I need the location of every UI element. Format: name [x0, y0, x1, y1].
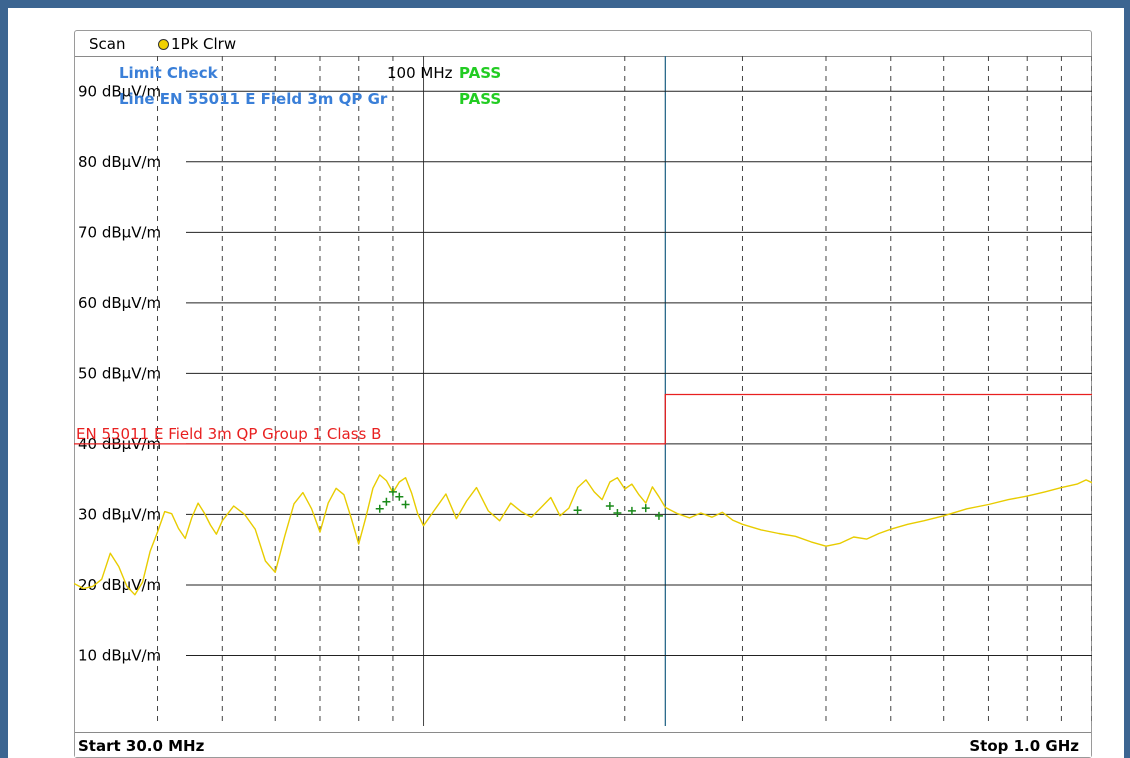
y-tick-label: 30 dBµV/m	[78, 505, 161, 523]
trace-color-icon	[158, 39, 169, 50]
y-tick-label: 70 dBµV/m	[78, 223, 161, 241]
y-tick-label: 80 dBµV/m	[78, 153, 161, 171]
scan-label: Scan	[89, 35, 126, 53]
marker-layer	[375, 487, 663, 520]
peak-marker	[613, 509, 622, 518]
limit-line-label: EN 55011 E Field 3m QP Group 1 Class B	[76, 425, 381, 443]
y-tick-label: 10 dBµV/m	[78, 646, 161, 664]
trace-layer	[74, 474, 1092, 596]
limit-check-box: Limit Check 100 MHz PASS Line EN 55011 E…	[119, 64, 501, 108]
peak-marker	[641, 504, 650, 513]
y-tick-labels: 90 dBµV/m 80 dBµV/m 70 dBµV/m 60 dBµV/m 50 d…	[78, 82, 161, 664]
limit-check-frequency: 100 MHz	[387, 64, 453, 82]
peak-marker	[375, 504, 384, 513]
limit-line-name: Line EN 55011 E Field 3m QP Gr	[119, 90, 388, 108]
y-tick-label: 20 dBµV/m	[78, 576, 161, 594]
trace-header: Scan 1Pk Clrw	[75, 31, 1091, 57]
trace-line	[74, 474, 1092, 596]
limit-line	[74, 393, 1092, 445]
peak-marker	[627, 506, 636, 515]
peak-marker	[382, 497, 391, 506]
y-tick-label: 50 dBµV/m	[78, 364, 161, 382]
stop-frequency-label: Stop 1.0 GHz	[969, 737, 1079, 755]
peak-marker	[654, 511, 663, 520]
peak-marker	[573, 506, 582, 515]
window-frame: Scan 1Pk Clrw Start 30.0 MHz Stop 1.0 GH…	[8, 8, 1124, 758]
limit-line-result: PASS	[459, 90, 501, 108]
trace-mode-label: 1Pk Clrw	[171, 35, 237, 53]
peak-marker	[388, 487, 397, 496]
peak-marker	[395, 492, 404, 501]
start-frequency-label: Start 30.0 MHz	[78, 737, 205, 755]
limit-check-title: Limit Check	[119, 64, 219, 82]
grid	[157, 56, 1092, 726]
limit-line-layer: EN 55011 E Field 3m QP Group 1 Class B	[74, 393, 1092, 445]
spectrum-plot: 90 dBµV/m 80 dBµV/m 70 dBµV/m 60 dBµV/m 50 d…	[74, 56, 1092, 726]
peak-marker	[605, 501, 614, 510]
frequency-footer: Start 30.0 MHz Stop 1.0 GHz	[75, 732, 1091, 757]
peak-marker	[401, 500, 410, 509]
limit-check-title-result: PASS	[459, 64, 501, 82]
y-tick-label: 90 dBµV/m	[78, 82, 161, 100]
y-tick-label: 60 dBµV/m	[78, 294, 161, 312]
